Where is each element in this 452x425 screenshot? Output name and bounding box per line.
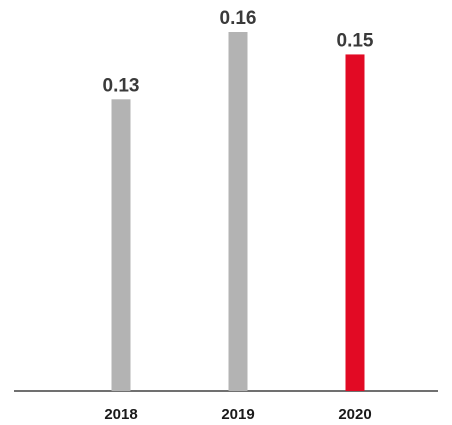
- value-label-2018: 0.13: [103, 75, 140, 96]
- bar-2018: [111, 99, 131, 391]
- bars-group: [111, 32, 365, 391]
- x-tick-label-2018: 2018: [104, 406, 137, 423]
- value-label-2020: 0.15: [337, 30, 374, 51]
- x-tick-labels-group: 2018 2019 2020: [104, 406, 371, 423]
- x-tick-label-2020: 2020: [338, 406, 371, 423]
- x-tick-label-2019: 2019: [221, 406, 254, 423]
- bar-2019: [228, 32, 248, 391]
- value-label-2019: 0.16: [220, 8, 257, 29]
- bar-2020: [345, 54, 365, 391]
- value-labels-group: 0.13 0.16 0.15: [103, 8, 374, 96]
